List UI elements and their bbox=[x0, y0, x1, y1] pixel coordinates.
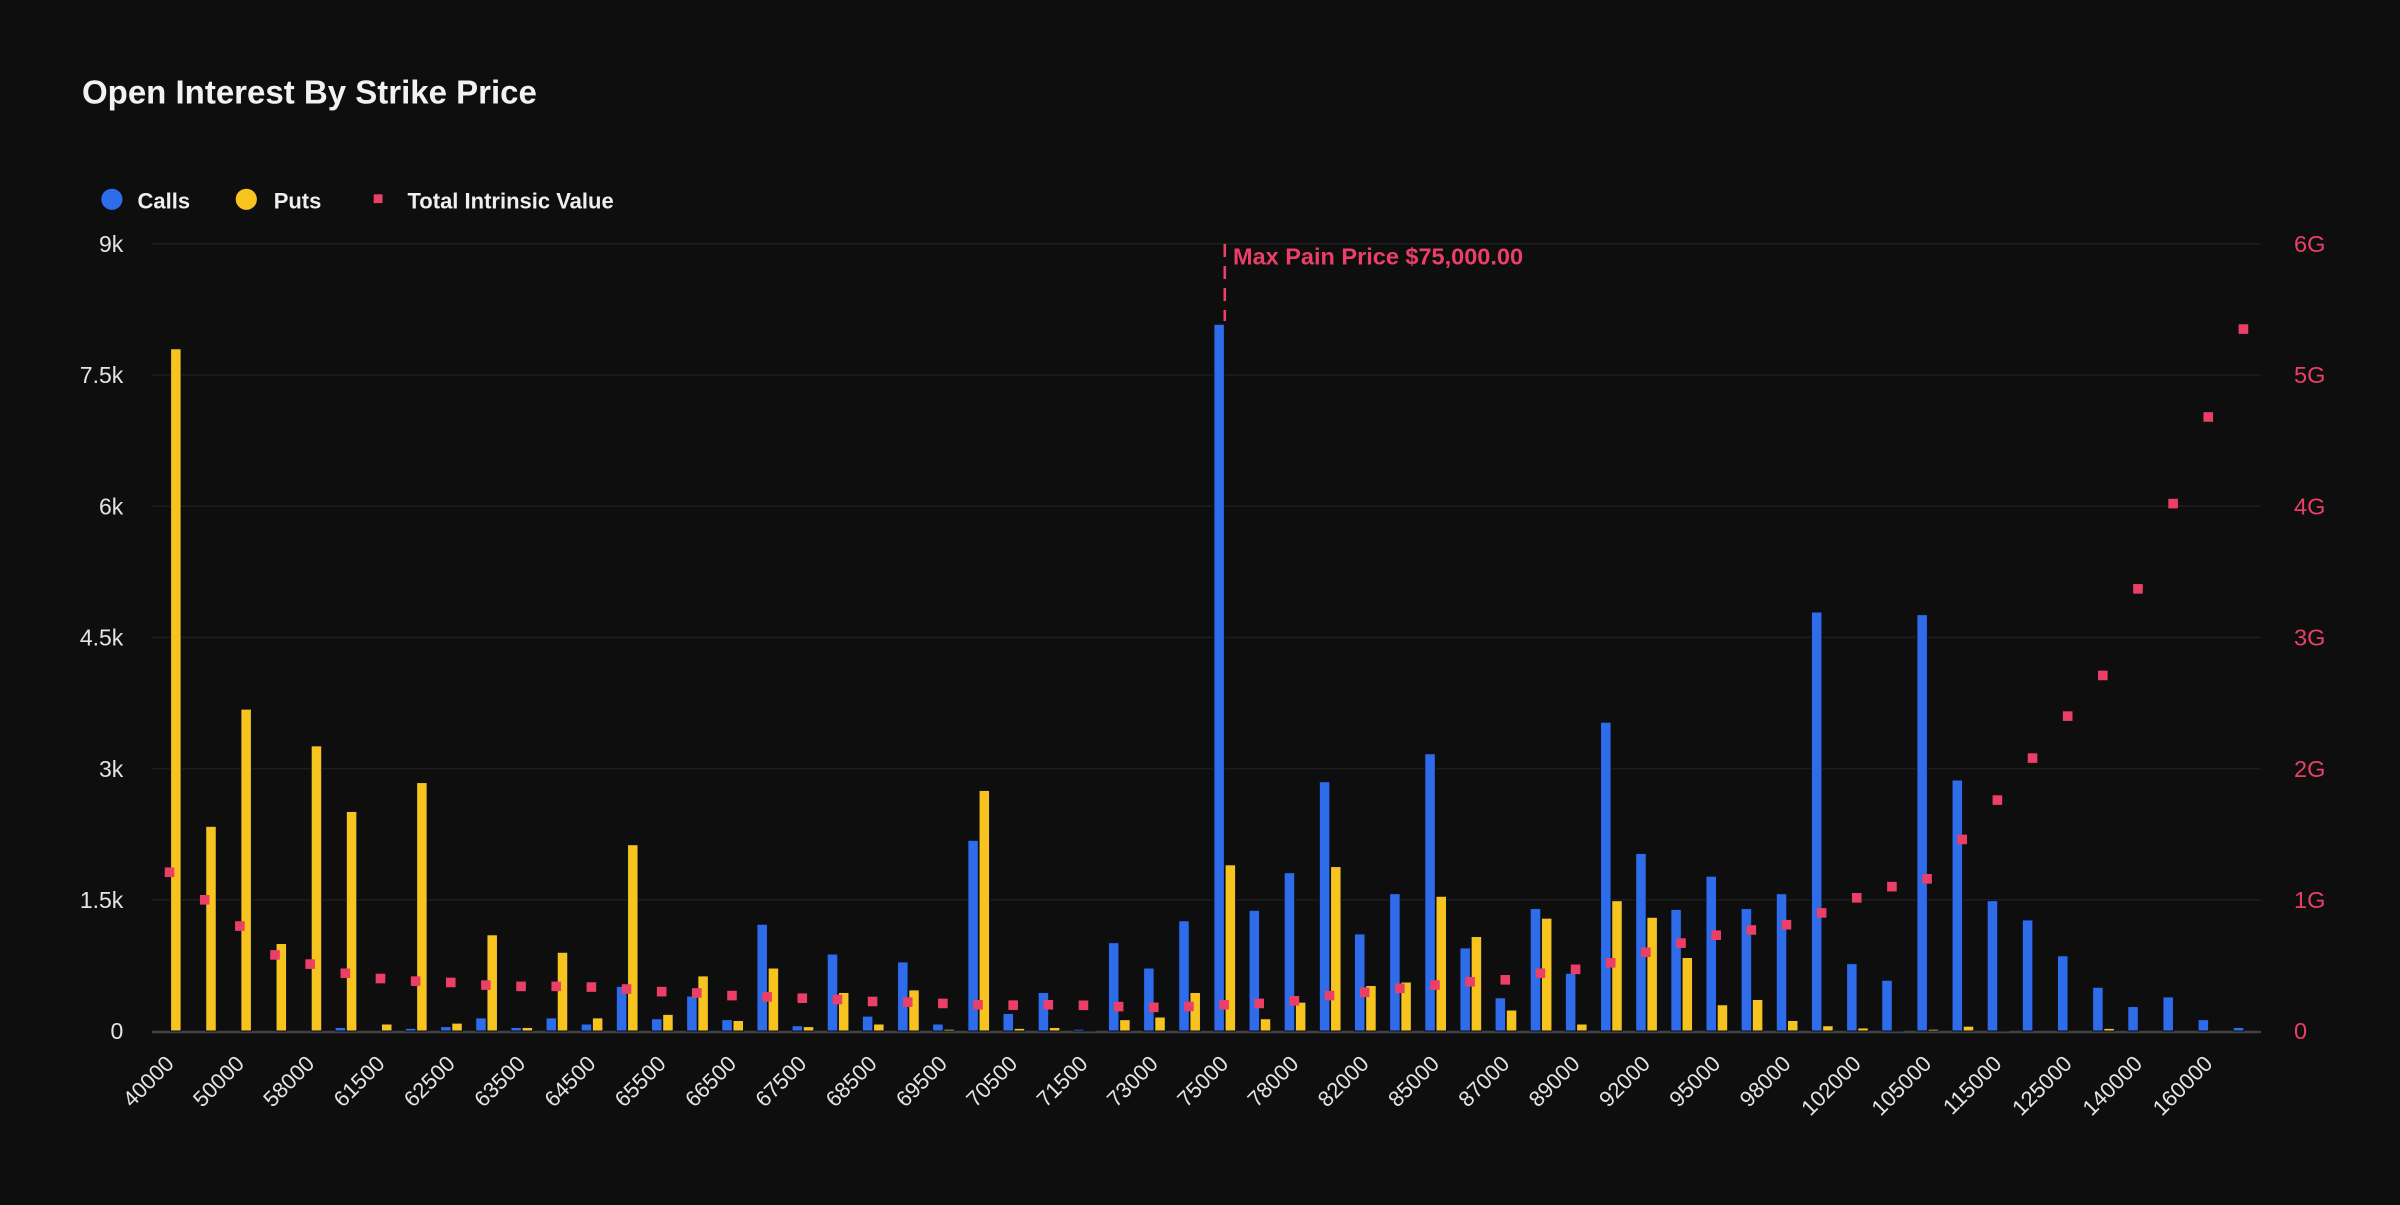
svg-text:3k: 3k bbox=[99, 756, 124, 782]
svg-text:1G: 1G bbox=[2294, 887, 2325, 913]
svg-text:0: 0 bbox=[2294, 1018, 2307, 1044]
svg-text:6k: 6k bbox=[99, 493, 124, 519]
svg-text:9k: 9k bbox=[99, 231, 124, 257]
svg-text:5G: 5G bbox=[2294, 362, 2325, 388]
svg-text:Total Intrinsic Value: Total Intrinsic Value bbox=[408, 189, 614, 214]
svg-text:0: 0 bbox=[111, 1018, 124, 1044]
svg-text:1.5k: 1.5k bbox=[80, 887, 124, 913]
svg-text:4.5k: 4.5k bbox=[80, 625, 124, 651]
svg-text:3G: 3G bbox=[2294, 625, 2325, 651]
svg-text:Puts: Puts bbox=[274, 189, 322, 214]
svg-text:2G: 2G bbox=[2294, 756, 2325, 782]
svg-text:Calls: Calls bbox=[138, 189, 191, 214]
svg-text:Max Pain Price $75,000.00: Max Pain Price $75,000.00 bbox=[1233, 244, 1523, 270]
svg-text:Open Interest By Strike Price: Open Interest By Strike Price bbox=[82, 74, 537, 111]
svg-text:7.5k: 7.5k bbox=[80, 362, 124, 388]
svg-text:4G: 4G bbox=[2294, 493, 2325, 519]
svg-text:6G: 6G bbox=[2294, 231, 2325, 257]
